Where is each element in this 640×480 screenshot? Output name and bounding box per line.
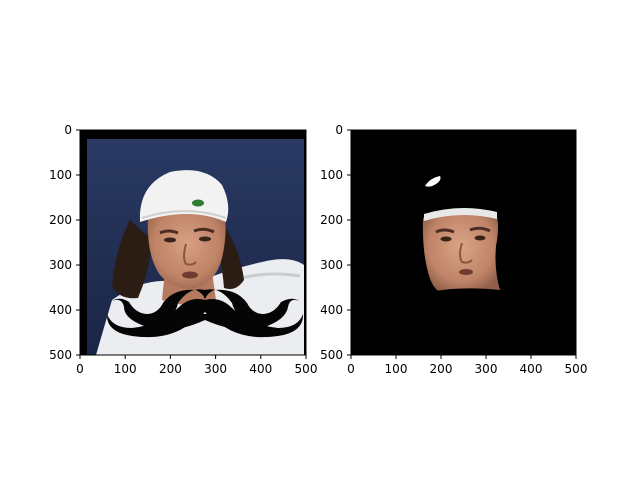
left-ytick-label: 0 [64, 123, 72, 137]
mask-cap-edge [424, 207, 497, 221]
mouth [182, 271, 198, 279]
left-xtick-label: 400 [249, 362, 272, 376]
left-xtick-label: 200 [159, 362, 182, 376]
left-eyebrow [159, 229, 179, 235]
right-xtick-label: 500 [565, 362, 588, 376]
left-ytick-label: 100 [49, 168, 72, 182]
right-xtick-label: 0 [347, 362, 355, 376]
right-xtick-label: 200 [430, 362, 453, 376]
right-eye [199, 236, 211, 242]
right-xtick-label: 100 [385, 362, 408, 376]
left-xtick-label: 300 [204, 362, 227, 376]
left-eye [164, 237, 176, 243]
mask-face [422, 209, 500, 292]
left-axes-frame [79, 129, 307, 356]
hair-left [112, 220, 152, 299]
right-eyebrow [193, 227, 215, 234]
right-ytick-label: 300 [320, 258, 343, 272]
left-ytick-label: 200 [49, 213, 72, 227]
cap-logo [192, 199, 204, 207]
left-image [80, 130, 306, 355]
mask-cap-fragment [425, 176, 441, 187]
left-xtick-label: 0 [76, 362, 84, 376]
left-ytick-label: 500 [49, 348, 72, 362]
right-image [351, 130, 576, 355]
nose [183, 243, 197, 266]
right-ytick-label: 0 [335, 123, 343, 137]
left-ytick-label: 300 [49, 258, 72, 272]
right-ytick-label: 100 [320, 168, 343, 182]
right-ytick-label: 500 [320, 348, 343, 362]
face [147, 206, 226, 289]
right-ytick-label: 400 [320, 303, 343, 317]
left-xtick-label: 100 [114, 362, 137, 376]
cap [139, 170, 229, 222]
right-xtick-label: 300 [475, 362, 498, 376]
right-axes-frame [350, 129, 577, 356]
left-ytick-label: 400 [49, 303, 72, 317]
right-xtick-label: 400 [520, 362, 543, 376]
left-xtick-label: 500 [295, 362, 318, 376]
right-ytick-label: 200 [320, 213, 343, 227]
